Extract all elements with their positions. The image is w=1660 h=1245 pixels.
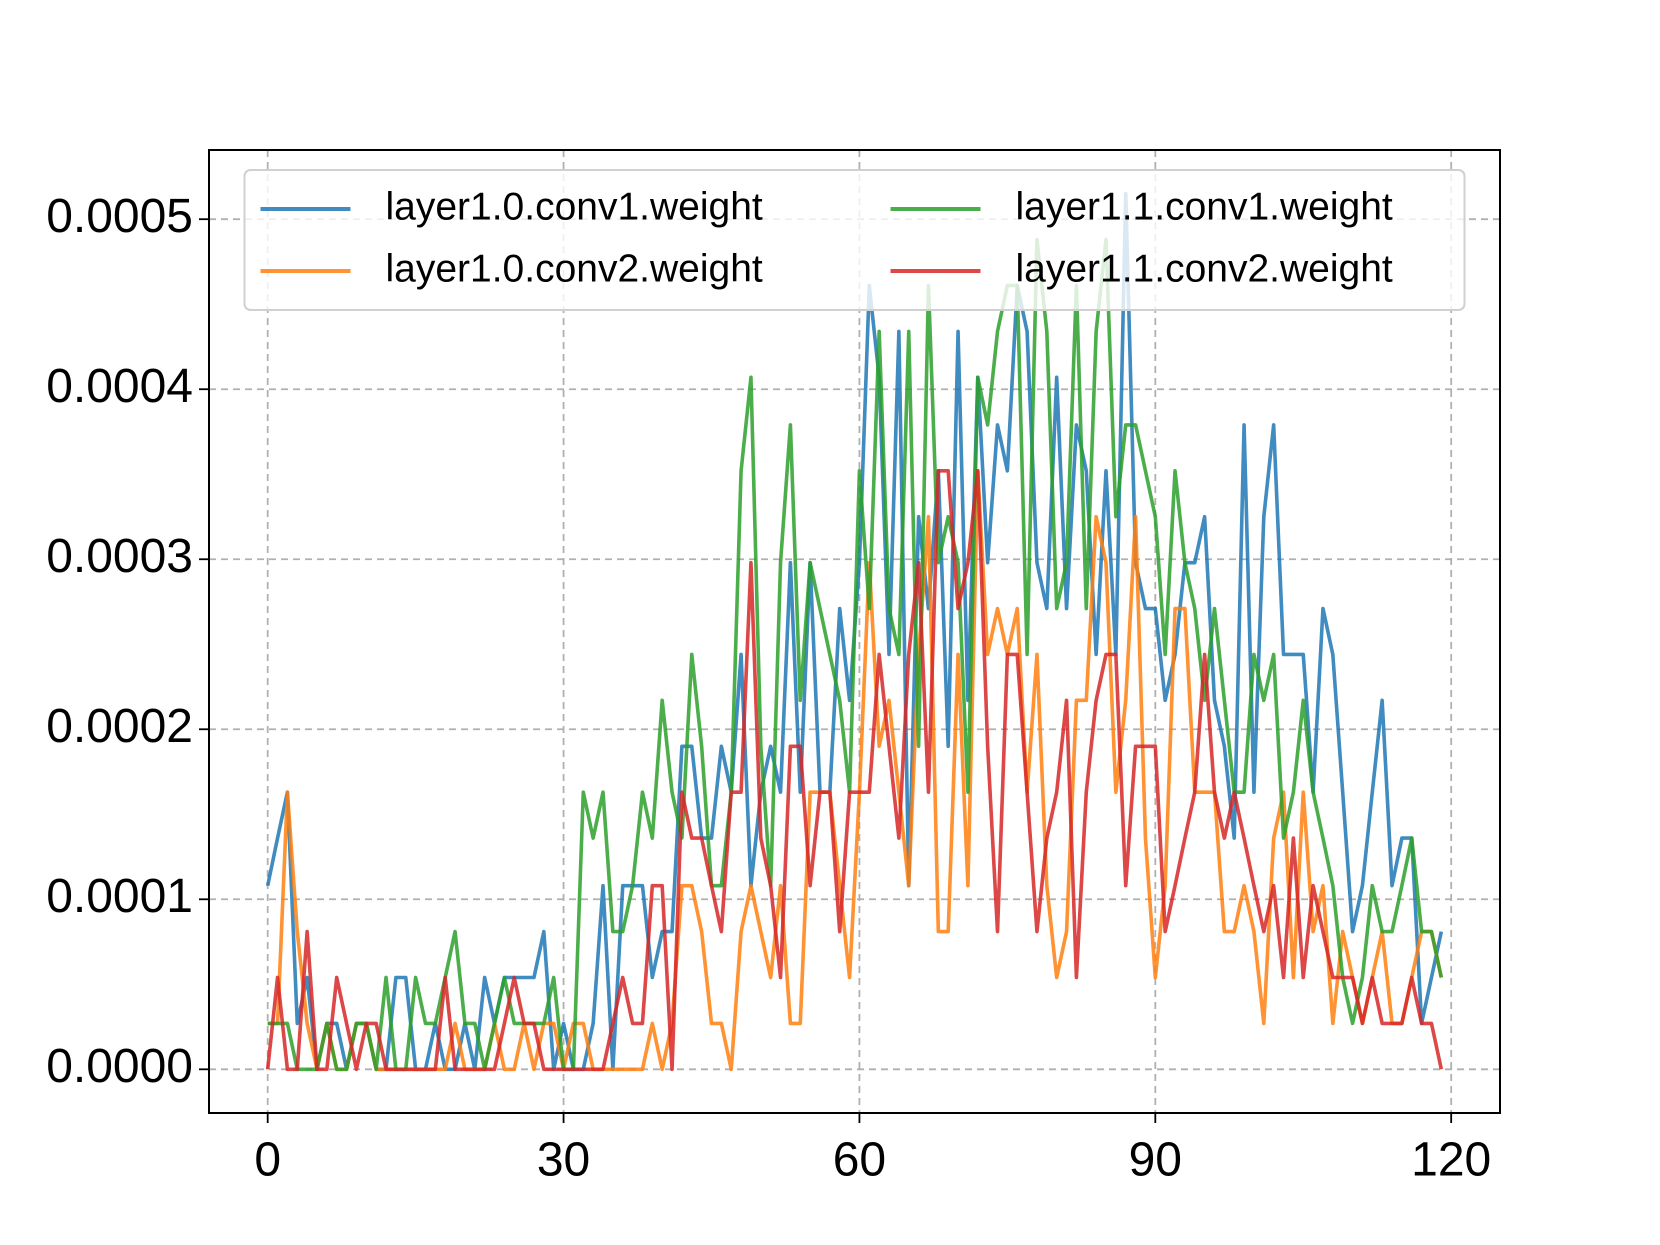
- series-line: [267, 469, 1444, 1072]
- plot-frame: [208, 149, 1501, 1114]
- legend-label: layer1.0.conv1.weight: [386, 185, 763, 228]
- x-tick-label: 30: [537, 1134, 590, 1187]
- y-tick-label: 0.0003: [46, 530, 193, 583]
- y-tick-label: 0.0005: [46, 190, 193, 243]
- y-tick-label: 0.0002: [46, 700, 193, 753]
- x-tick-label: 90: [1129, 1134, 1182, 1187]
- series-line: [267, 237, 1444, 1072]
- y-tick-label: 0.0001: [46, 870, 193, 923]
- legend-box: [243, 169, 1466, 311]
- legend-label: layer1.0.conv2.weight: [386, 247, 763, 290]
- x-tick-label: 120: [1411, 1134, 1491, 1187]
- x-tick-label: 60: [833, 1134, 886, 1187]
- x-tick-label: 0: [254, 1134, 281, 1187]
- y-tick-label: 0.0000: [46, 1040, 193, 1093]
- legend-label: layer1.1.conv2.weight: [1016, 247, 1393, 290]
- y-tick-label: 0.0004: [46, 360, 193, 413]
- legend-label: layer1.1.conv1.weight: [1016, 185, 1393, 228]
- series-line: [265, 469, 1444, 1072]
